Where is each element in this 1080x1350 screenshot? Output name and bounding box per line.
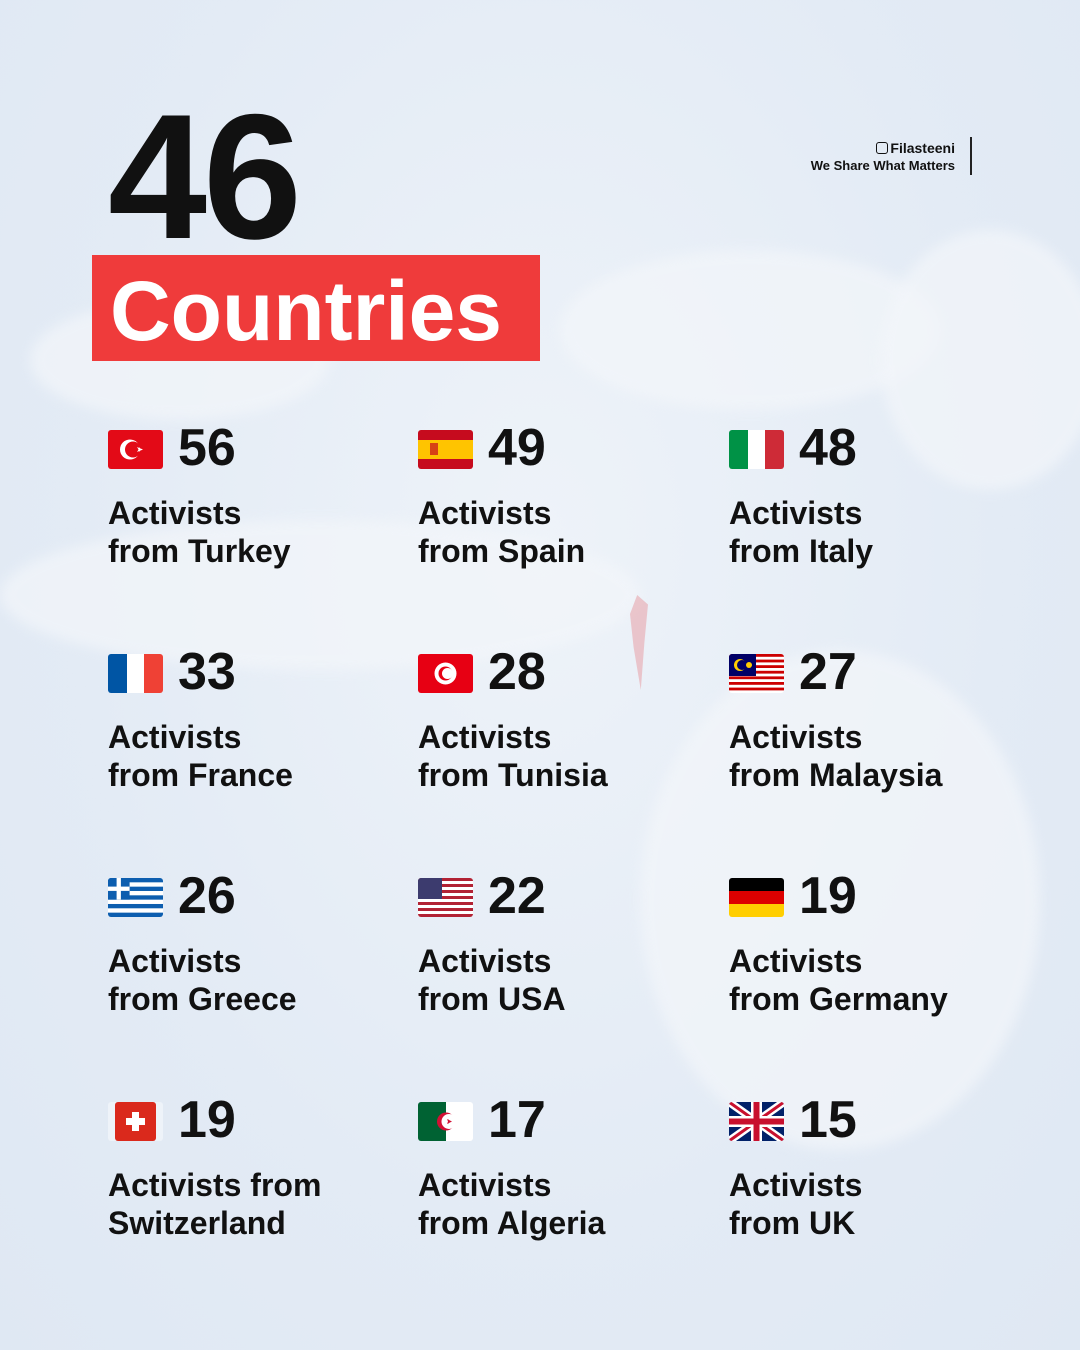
headline-number: 46 — [108, 77, 302, 276]
label-line-1: Activists — [729, 495, 863, 531]
activist-count: 17 — [488, 1091, 546, 1149]
country-label: Activists from Greece — [108, 942, 428, 1018]
activist-count: 15 — [799, 1091, 857, 1149]
activist-count: 48 — [799, 419, 857, 477]
brand-handle: Filasteeni — [890, 140, 955, 156]
headline-word: Countries — [110, 264, 503, 358]
country-label: Activists from Turkey — [108, 494, 428, 570]
country-label: Activists from Algeria — [418, 1166, 738, 1242]
brand-tagline: We Share What Matters — [810, 158, 955, 173]
country-label: Activists from Malaysia — [729, 718, 1049, 794]
label-line-1: Activists — [418, 943, 552, 979]
activist-count: 19 — [799, 867, 857, 925]
flag-italy-icon — [729, 430, 784, 469]
label-line-1: Activists from — [108, 1167, 322, 1203]
flag-uk-icon — [729, 1102, 784, 1141]
label-line-2: from Malaysia — [729, 757, 943, 793]
country-label: Activists from Spain — [418, 494, 738, 570]
label-line-1: Activists — [729, 943, 863, 979]
label-line-1: Activists — [418, 495, 552, 531]
flag-malaysia-icon — [729, 654, 784, 693]
label-line-2: from Italy — [729, 533, 874, 569]
flag-turkey-icon — [108, 430, 163, 469]
label-line-1: Activists — [108, 495, 242, 531]
label-line-1: Activists — [108, 943, 242, 979]
headline-banner: Countries — [92, 255, 540, 361]
country-label: Activists from France — [108, 718, 428, 794]
flag-greece-icon — [108, 878, 163, 917]
instagram-icon — [876, 142, 889, 154]
label-line-1: Activists — [108, 719, 242, 755]
label-line-2: from Tunisia — [418, 757, 608, 793]
country-label: Activists from Germany — [729, 942, 1049, 1018]
label-line-2: from Turkey — [108, 533, 291, 569]
activist-count: 56 — [178, 419, 236, 477]
palestine-map-shape — [630, 595, 648, 690]
activist-count: 26 — [178, 867, 236, 925]
label-line-2: from Spain — [418, 533, 586, 569]
flag-usa-icon — [418, 878, 473, 917]
map-landmass — [640, 650, 1040, 1150]
activist-count: 28 — [488, 643, 546, 701]
brand-divider — [970, 137, 972, 175]
country-label: Activists from UK — [729, 1166, 1049, 1242]
flag-spain-icon — [418, 430, 473, 469]
flag-algeria-icon — [418, 1102, 473, 1141]
country-label: Activists from USA — [418, 942, 738, 1018]
activist-count: 19 — [178, 1091, 236, 1149]
label-line-2: from Greece — [108, 981, 297, 1017]
activist-count: 27 — [799, 643, 857, 701]
country-label: Activists from Switzerland — [108, 1166, 428, 1242]
label-line-2: from Algeria — [418, 1205, 606, 1241]
activist-count: 22 — [488, 867, 546, 925]
country-label: Activists from Italy — [729, 494, 1049, 570]
label-line-2: from USA — [418, 981, 566, 1017]
label-line-2: Switzerland — [108, 1205, 286, 1241]
flag-germany-icon — [729, 878, 784, 917]
map-landmass — [880, 230, 1080, 490]
label-line-2: from UK — [729, 1205, 856, 1241]
brand-block: Filasteeni We Share What Matters — [811, 140, 955, 173]
flag-france-icon — [108, 654, 163, 693]
label-line-2: from France — [108, 757, 293, 793]
map-landmass — [560, 250, 940, 410]
country-label: Activists from Tunisia — [418, 718, 738, 794]
flag-switzerland-icon — [108, 1102, 163, 1141]
map-landmass — [0, 520, 640, 670]
label-line-1: Activists — [418, 1167, 552, 1203]
label-line-1: Activists — [729, 1167, 863, 1203]
flag-tunisia-icon — [418, 654, 473, 693]
activist-count: 33 — [178, 643, 236, 701]
label-line-1: Activists — [418, 719, 552, 755]
label-line-1: Activists — [729, 719, 863, 755]
activist-count: 49 — [488, 419, 546, 477]
label-line-2: from Germany — [729, 981, 948, 1017]
